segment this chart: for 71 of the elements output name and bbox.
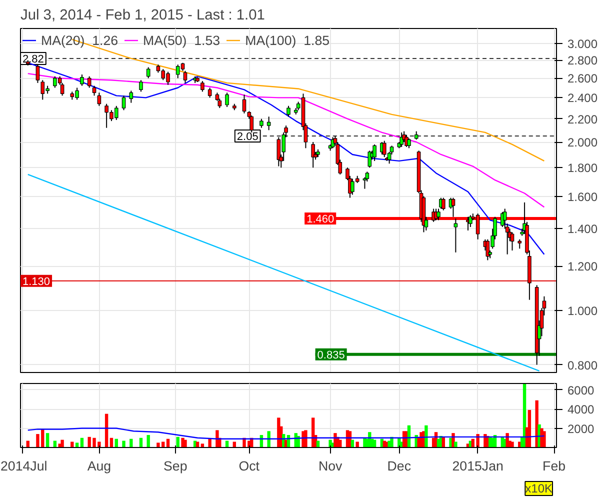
y-tick-label: 1.800	[568, 161, 598, 176]
candlestick	[87, 76, 92, 88]
y-tick-label: 1.200	[568, 260, 598, 274]
bar	[267, 431, 270, 448]
legend-label: MA(50) 1.53	[143, 32, 220, 48]
candlestick	[266, 116, 271, 131]
bar	[542, 431, 546, 448]
chart-title: Jul 3, 2014 - Feb 1, 2015 - Last : 1.01	[20, 8, 265, 24]
y-tick-label: 6000	[568, 383, 595, 398]
x-tick-label: 2015Jan	[452, 458, 504, 474]
y-tick-label: 1.400	[568, 222, 598, 236]
candlestick	[200, 80, 204, 92]
candlestick	[407, 138, 411, 149]
candlestick	[518, 238, 522, 250]
bar	[146, 434, 150, 448]
candlestick	[122, 95, 126, 111]
bar	[510, 442, 514, 448]
bar	[390, 436, 394, 448]
bar	[60, 440, 64, 448]
candlestick	[454, 218, 458, 253]
ref-line-label: 0.835	[317, 349, 345, 362]
ref-line-label: 2.05	[236, 131, 258, 144]
x-tick-label: Feb	[542, 458, 566, 474]
x-tick-label: Sep	[164, 458, 188, 474]
legend-label: MA(100) 1.85	[245, 32, 330, 48]
candlestick	[286, 105, 290, 118]
y-tick-label: 1.000	[568, 304, 598, 318]
y-tick-label: 4000	[568, 402, 595, 417]
bar	[535, 400, 538, 448]
bar	[304, 430, 308, 448]
candlestick	[225, 92, 229, 108]
candlestick	[208, 87, 212, 98]
y-tick-label: 2.800	[568, 54, 598, 68]
y-tick-label: 2.000	[568, 136, 598, 150]
x-tick-label: Dec	[387, 458, 412, 474]
bar	[208, 438, 212, 448]
candlestick	[92, 85, 96, 96]
bar	[454, 442, 458, 448]
candlestick	[183, 70, 188, 84]
x-tick-label: Nov	[318, 458, 342, 474]
y-tick-label: 2.400	[568, 91, 598, 106]
y-tick-label: 3.000	[568, 36, 598, 51]
x-tick-label: Aug	[87, 458, 112, 474]
legend-label: MA(20) 1.26	[41, 32, 118, 48]
ref-line-label: 1.130	[22, 276, 50, 288]
bar	[46, 433, 50, 448]
candlestick	[129, 90, 134, 104]
line-series	[27, 428, 545, 440]
candlestick	[139, 80, 143, 92]
y-tick-label: 2.600	[568, 72, 598, 86]
ref-line-label: 1.460	[306, 214, 334, 226]
y-tick-label: 1.600	[568, 190, 598, 204]
bar	[424, 425, 428, 448]
candlestick	[260, 118, 264, 128]
bar	[122, 440, 126, 448]
candlestick	[242, 94, 246, 114]
candlestick	[510, 232, 514, 252]
candlestick	[468, 214, 472, 228]
candlestick	[80, 74, 84, 86]
x-tick-label: 2014Jul	[0, 458, 48, 474]
y-tick-label: 2000	[568, 422, 595, 436]
bar	[184, 440, 187, 448]
ref-line-label: 2.82	[22, 53, 44, 66]
x-tick-label: Oct	[238, 458, 260, 474]
bar	[356, 442, 359, 448]
line-series	[27, 72, 545, 208]
candlestick	[442, 197, 446, 211]
y-tick-label: 0.800	[568, 358, 598, 372]
candlestick	[146, 66, 150, 79]
candlestick	[97, 92, 102, 106]
y-tick-label: 2.200	[568, 112, 598, 126]
